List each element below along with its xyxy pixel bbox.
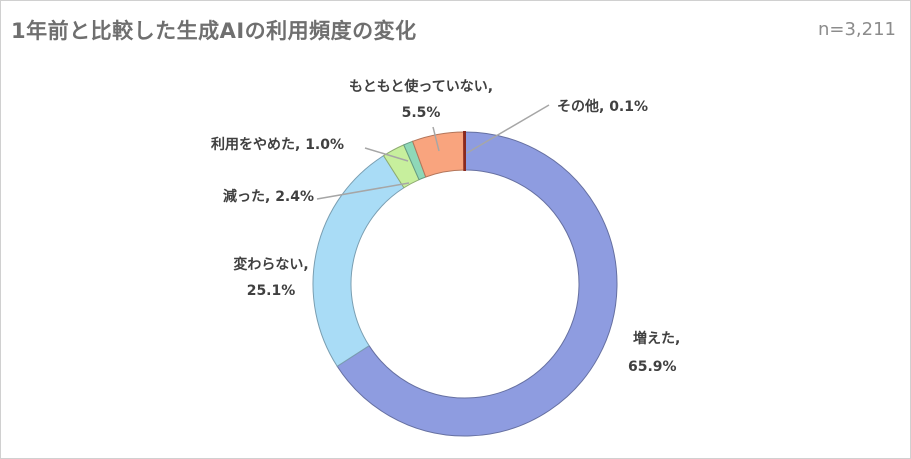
data-label-5: その他, 0.1% xyxy=(557,98,648,115)
data-label-3: 利用をやめた, 1.0% xyxy=(211,136,344,153)
sample-size-label: n=3,211 xyxy=(817,19,896,40)
donut-slice-1 xyxy=(312,154,405,367)
leader-line-4 xyxy=(432,126,440,152)
leader-line-2 xyxy=(316,182,410,200)
data-label-4: もともと使っていない, 5.5% xyxy=(349,78,493,121)
leader-line-5 xyxy=(466,104,550,154)
donut-slice-0 xyxy=(336,131,618,437)
data-label-1: 変わらない, 25.1% xyxy=(233,256,308,299)
data-label-0: 増えた, 65.9% xyxy=(628,330,680,375)
data-label-2: 減った, 2.4% xyxy=(223,188,314,205)
chart-title: 1年前と比較した生成AIの利用頻度の変化 xyxy=(11,19,417,43)
leader-line-3 xyxy=(364,147,409,162)
donut-slice-5 xyxy=(463,130,466,172)
